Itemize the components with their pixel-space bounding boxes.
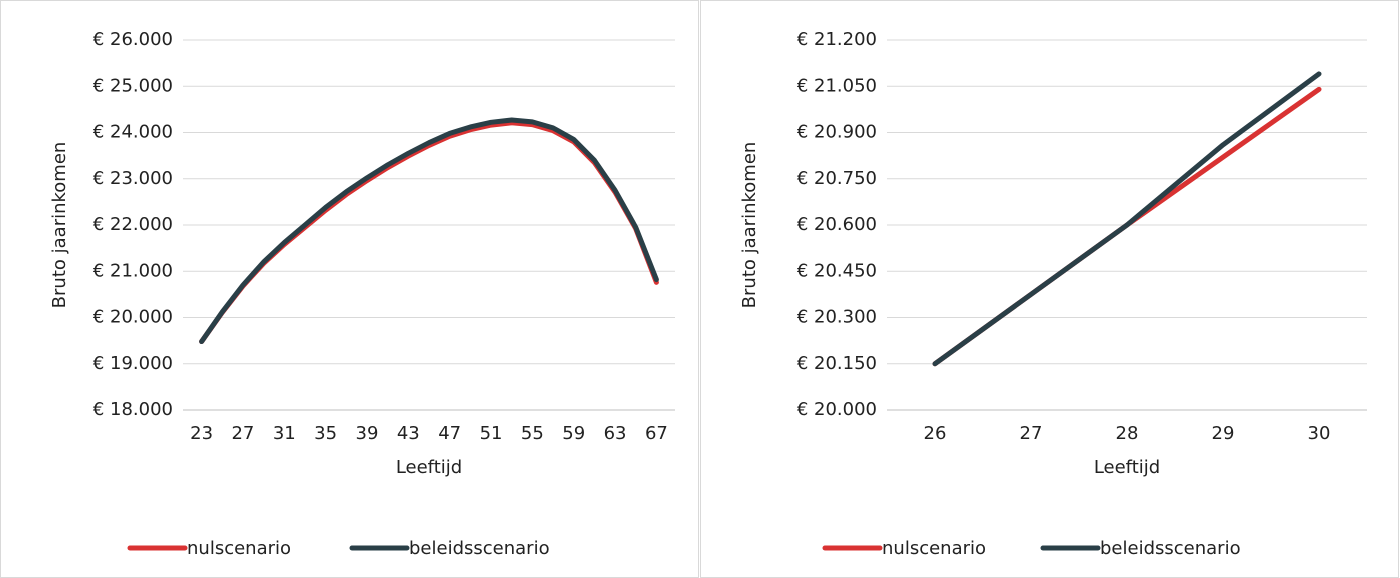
legend-label: nulscenario: [882, 538, 986, 559]
panel: [700, 0, 1399, 578]
x-tick-label: 55: [521, 423, 544, 444]
y-tick-label: € 20.150: [797, 353, 877, 374]
x-tick-label: 23: [190, 423, 213, 444]
x-tick-label: 26: [924, 423, 947, 444]
x-tick-label: 30: [1308, 423, 1331, 444]
y-axis-label: Bruto jaarinkomen: [739, 142, 760, 309]
y-tick-label: € 21.050: [797, 75, 877, 96]
y-tick-label: € 18.000: [93, 399, 173, 420]
y-tick-label: € 23.000: [93, 168, 173, 189]
x-tick-label: 31: [273, 423, 296, 444]
x-tick-label: 29: [1212, 423, 1235, 444]
x-tick-label: 39: [356, 423, 379, 444]
x-tick-label: 51: [480, 423, 503, 444]
x-tick-label: 59: [562, 423, 585, 444]
y-axis-label: Bruto jaarinkomen: [49, 142, 70, 309]
x-tick-label: 27: [231, 423, 254, 444]
y-tick-label: € 26.000: [93, 29, 173, 50]
y-tick-label: € 24.000: [93, 122, 173, 143]
y-tick-label: € 20.900: [797, 122, 877, 143]
x-tick-label: 28: [1116, 423, 1139, 444]
legend-label: beleidsscenario: [1100, 538, 1241, 559]
legend-label: nulscenario: [187, 538, 291, 559]
x-axis-label: Leeftijd: [1094, 457, 1160, 478]
y-tick-label: € 20.450: [797, 260, 877, 281]
y-tick-label: € 21.200: [797, 29, 877, 50]
y-tick-label: € 20.300: [797, 307, 877, 328]
y-tick-label: € 21.000: [93, 260, 173, 281]
y-tick-label: € 20.000: [797, 399, 877, 420]
x-tick-label: 43: [397, 423, 420, 444]
y-tick-label: € 19.000: [93, 353, 173, 374]
series-line: [199, 117, 659, 345]
y-tick-label: € 22.000: [93, 214, 173, 235]
panel: [0, 0, 699, 578]
y-tick-label: € 20.600: [797, 214, 877, 235]
y-tick-label: € 20.750: [797, 168, 877, 189]
x-tick-label: 47: [438, 423, 461, 444]
series-line: [932, 71, 1322, 367]
x-axis-label: Leeftijd: [396, 457, 462, 478]
y-tick-label: € 25.000: [93, 75, 173, 96]
y-tick-label: € 20.000: [93, 307, 173, 328]
x-tick-label: 63: [604, 423, 627, 444]
x-tick-label: 67: [645, 423, 668, 444]
legend-label: beleidsscenario: [409, 538, 550, 559]
x-tick-label: 35: [314, 423, 337, 444]
x-tick-label: 27: [1020, 423, 1043, 444]
